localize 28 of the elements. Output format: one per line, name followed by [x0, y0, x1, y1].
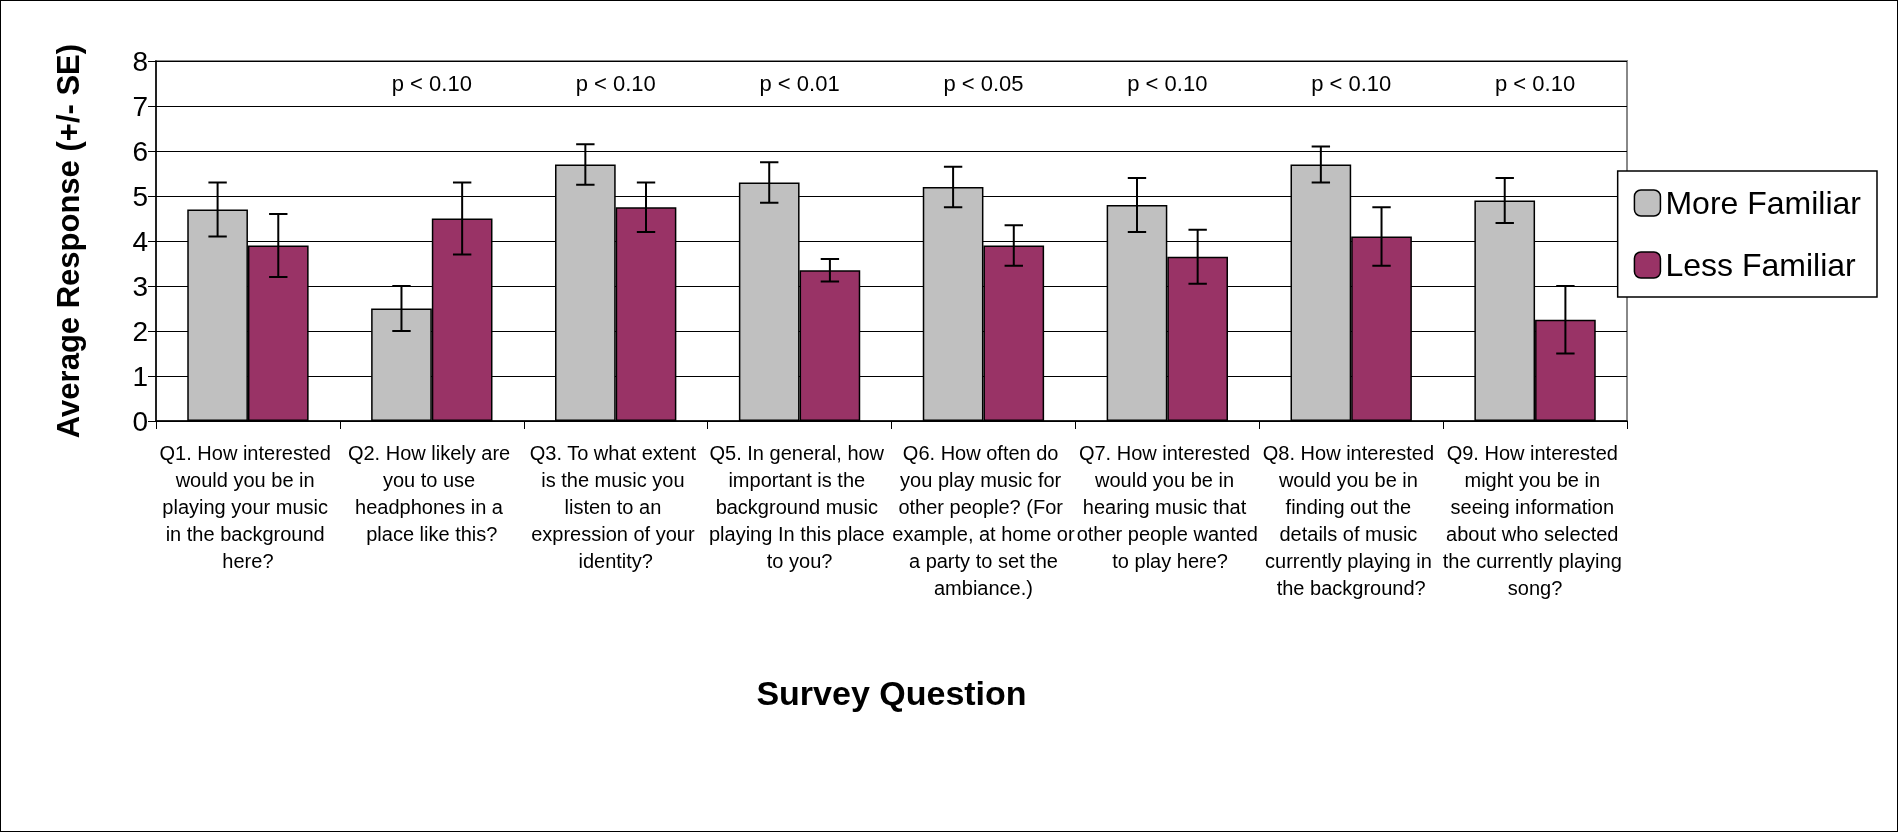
y-tick-label: 3 — [132, 270, 148, 302]
x-tick-label: Q9. How interested might you be in seeing information about who selected the currently playing song? — [1442, 441, 1628, 599]
y-tick-label: 6 — [132, 135, 148, 167]
x-tick-label: Q8. How interested would you be in finding out the details of music currently playing in the background? — [1262, 441, 1440, 599]
y-tick-label: 2 — [132, 315, 148, 347]
annotation: p < 0.10 — [391, 71, 472, 96]
y-tick-label: 1 — [132, 360, 148, 392]
y-tick-label: 5 — [132, 180, 148, 212]
annotation: p < 0.01 — [759, 71, 840, 96]
x-tick-label: Q7. How interested would you be in hearing music that other people wanted to play here? — [1076, 441, 1258, 572]
y-tick-label: 0 — [132, 405, 148, 437]
x-tick-label: Q6. How often do you play music for other people? (For example, at home or a party to set the ambiance.) — [892, 441, 1075, 599]
legend-label: Less Familiar — [1665, 247, 1857, 283]
y-tick-label: 7 — [132, 90, 148, 122]
y-tick-label: 4 — [132, 225, 148, 257]
x-tick-label: Q3. To what extent is the music you listen to an expression of your identity? — [529, 441, 702, 572]
annotation: p < 0.10 — [1311, 71, 1392, 96]
annotation: p < 0.10 — [1494, 71, 1576, 96]
annotation: p < 0.10 — [575, 71, 656, 96]
x-tick-label: Q5. In general, how important is the background music playing In this place to you? — [708, 441, 891, 572]
x-axis-title: Survey Question — [756, 674, 1027, 712]
x-tick-label: Q1. How interested would you be in playing your music in the background here? — [159, 441, 337, 572]
legend-label: More Familiar — [1665, 185, 1862, 221]
annotation: p < 0.10 — [1127, 71, 1208, 96]
annotation: p < 0.05 — [943, 71, 1024, 96]
y-axis-title: Average Response (+/- SE) — [51, 43, 86, 439]
y-tick-label: 8 — [132, 45, 148, 77]
x-tick-label: Q2. How likely are you to use headphones in a place like this? — [347, 441, 516, 545]
